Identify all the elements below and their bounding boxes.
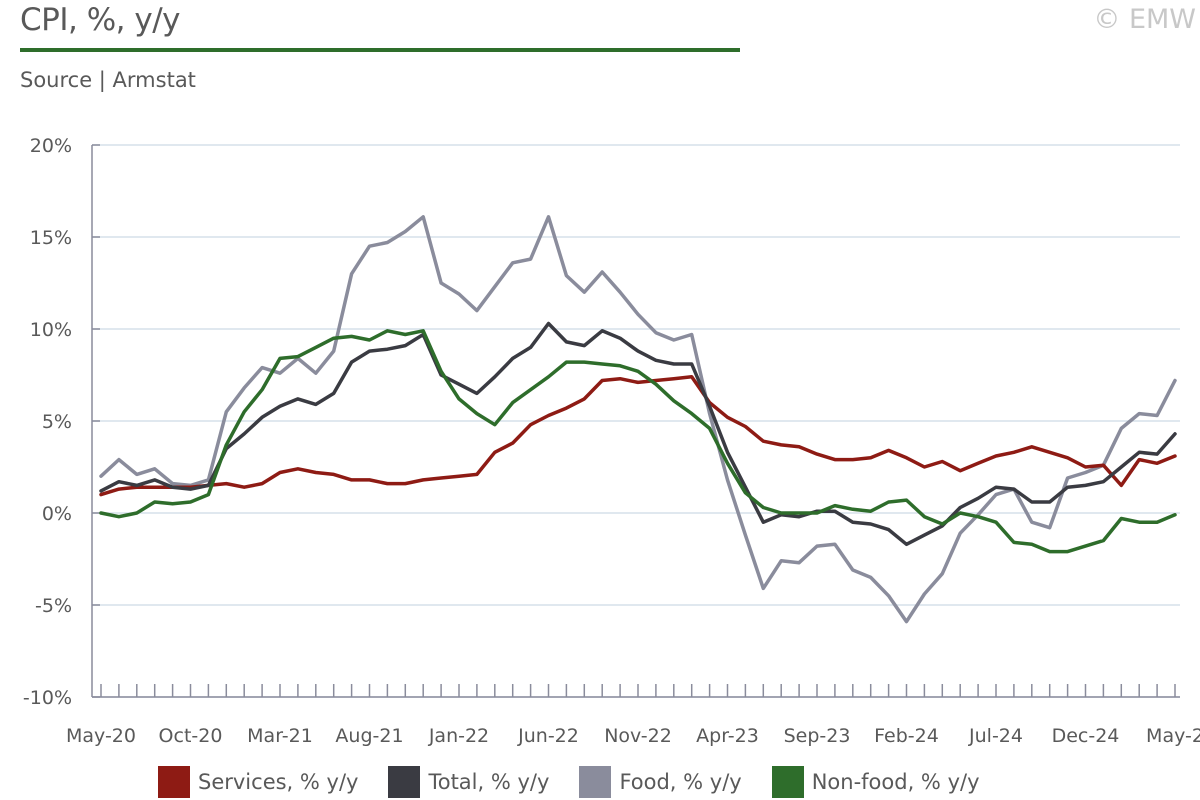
x-tick-label: Jun-22 <box>517 725 579 747</box>
title-underline <box>20 48 740 52</box>
legend-item-services: Services, % y/y <box>158 766 358 798</box>
y-tick-label: 5% <box>42 411 72 433</box>
y-tick-label: 15% <box>30 227 72 249</box>
x-tick-label: Apr-23 <box>696 725 759 747</box>
tick-labels: -10% -5% 0% 5% 10% 15% 20% May-20 Oct-20 Mar-21 Au… <box>23 135 1200 747</box>
line-chart: -10% -5% 0% 5% 10% 15% 20% May-20 Oct-20 Mar-21 Au… <box>23 135 1200 747</box>
y-tick-label: -10% <box>23 687 72 709</box>
chart-legend: Services, % y/y Total, % y/y Food, % y/y No… <box>158 766 1010 798</box>
x-tick-label: Jul-24 <box>968 725 1023 747</box>
legend-item-total: Total, % y/y <box>388 766 549 798</box>
series-line-food <box>99 215 1177 624</box>
legend-swatch <box>158 766 190 798</box>
x-tick-label: Feb-24 <box>874 725 939 747</box>
legend-swatch <box>771 766 804 798</box>
legend-label: Non-food, % y/y <box>811 770 980 794</box>
x-tick-label: May-20 <box>66 725 136 747</box>
legend-label: Total, % y/y <box>428 770 550 794</box>
x-tick-label: Dec-24 <box>1052 725 1120 747</box>
x-tick-label: Sep-23 <box>784 725 851 747</box>
axes <box>91 144 1180 698</box>
series-line-total <box>99 321 1177 547</box>
gridlines <box>92 144 1180 698</box>
series-line-services <box>99 375 1177 497</box>
legend-item-non-food: Non-food, % y/y <box>771 766 980 798</box>
chart-title: CPI, %, y/y <box>20 2 181 38</box>
legend-label: Services, % y/y <box>198 770 359 794</box>
series-lines <box>99 215 1177 624</box>
series-line-non-food <box>99 329 1177 554</box>
x-tick-label: Mar-21 <box>247 725 313 747</box>
x-tick-label: Jan-22 <box>428 725 489 747</box>
legend-swatch <box>388 766 421 798</box>
x-tick-label: Nov-22 <box>604 725 672 747</box>
y-tick-label: -5% <box>35 595 72 617</box>
x-tick-label: Oct-20 <box>159 725 223 747</box>
x-tick-label: Aug-21 <box>335 725 403 747</box>
y-tick-label: 0% <box>42 503 72 525</box>
y-tick-label: 10% <box>30 319 72 341</box>
y-tick-label: 20% <box>30 135 72 157</box>
legend-label: Food, % y/y <box>619 770 742 794</box>
copyright-label: © EMW <box>1093 4 1196 35</box>
legend-swatch <box>579 766 612 798</box>
x-tick-label: May-2 <box>1146 725 1200 747</box>
chart-source: Source | Armstat <box>20 68 196 92</box>
legend-item-food: Food, % y/y <box>579 766 742 798</box>
